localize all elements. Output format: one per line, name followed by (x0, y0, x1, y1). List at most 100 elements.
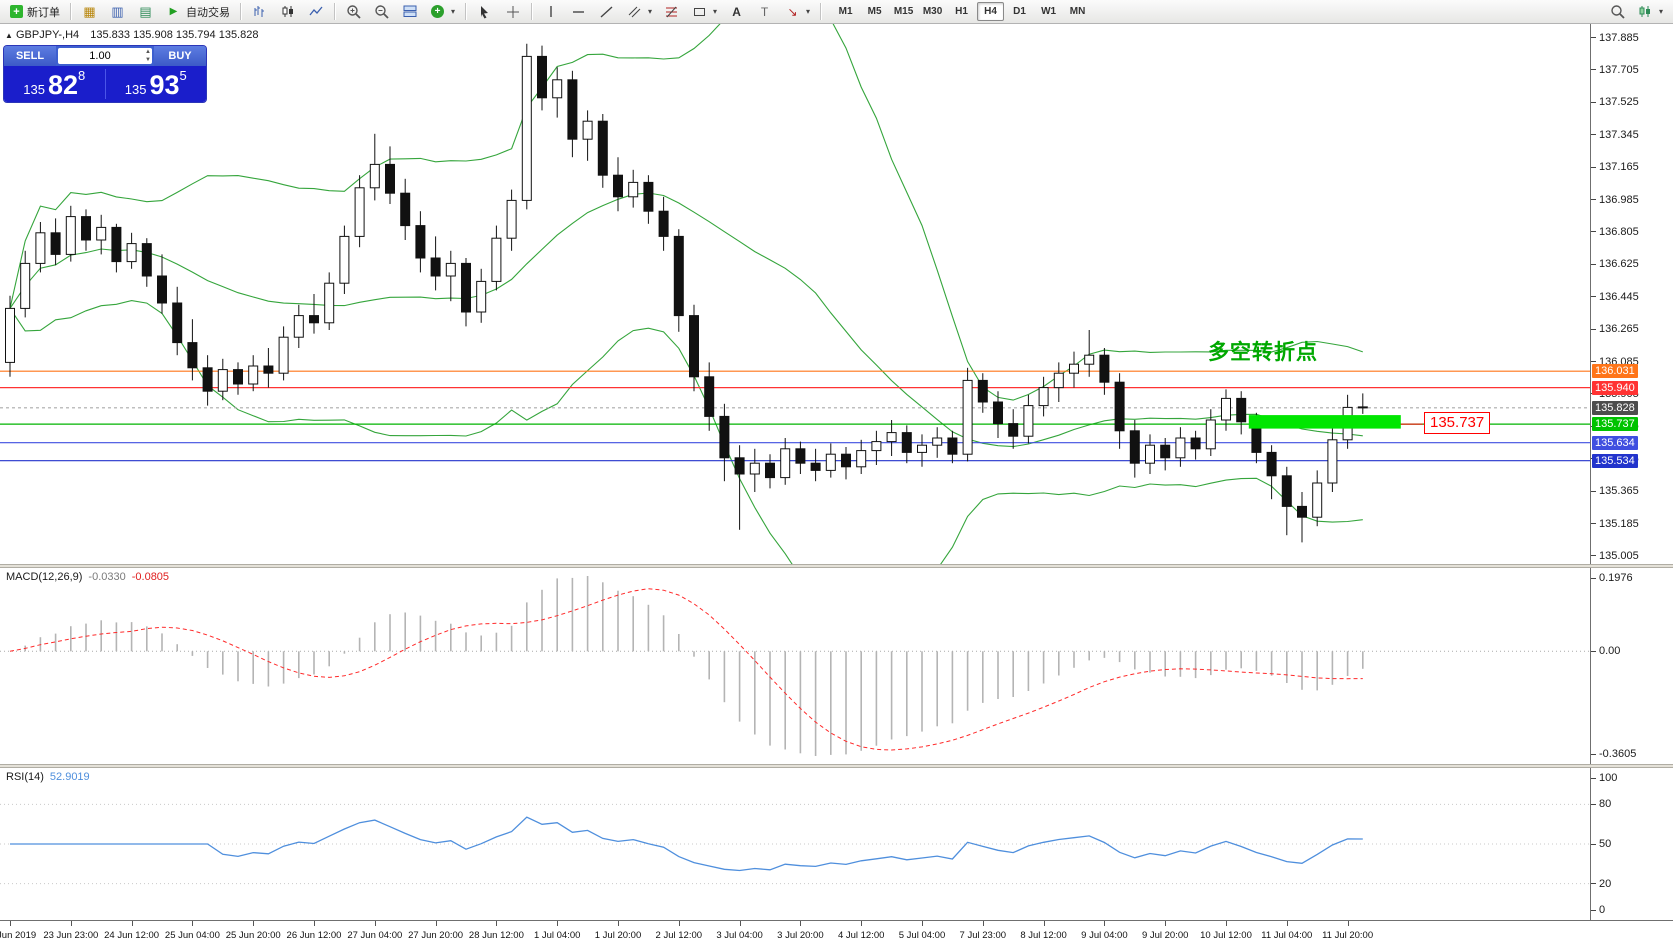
buy-price[interactable]: 135 93 5 (106, 66, 207, 102)
sell-price[interactable]: 135 82 8 (4, 66, 105, 102)
chart-workspace: ▲ GBPJPY-,H4 135.833 135.908 135.794 135… (0, 24, 1673, 950)
annotation-text[interactable]: 多空转折点 (1208, 341, 1318, 364)
price-axis-tick (1591, 490, 1596, 492)
price-chart-pane[interactable]: ▲ GBPJPY-,H4 135.833 135.908 135.794 135… (0, 24, 1590, 564)
macd-canvas[interactable] (0, 568, 1590, 764)
zoom-in-button[interactable] (340, 2, 367, 22)
symbol-name: GBPJPY-,H4 (16, 29, 80, 41)
macd-header: MACD(12,26,9) -0.0330 -0.0805 (6, 571, 169, 583)
arrow-objects-icon: ↘ (787, 4, 798, 19)
current-price-tag: 135.828 (1592, 400, 1638, 415)
text-button[interactable]: A (723, 2, 750, 22)
time-axis-tick (618, 921, 619, 926)
text-label-button[interactable]: T (751, 2, 778, 22)
search-icon (1609, 3, 1626, 20)
timeframe-button-h4[interactable]: H4 (977, 2, 1005, 21)
sell-button[interactable]: SELL (4, 46, 56, 66)
time-axis-tick (70, 921, 72, 926)
panel-splitter[interactable] (0, 564, 1673, 568)
price-axis-tick (1591, 166, 1596, 168)
line-chart-icon (307, 3, 324, 20)
time-axis-label: 8 Jul 12:00 (1020, 930, 1067, 941)
auto-trading-button[interactable]: ▶ 自动交易 (160, 2, 235, 22)
indicators-button[interactable]: + ▾ (424, 2, 460, 22)
volume-up-button[interactable]: ▲ (145, 49, 151, 55)
time-axis-label: 10 Jul 12:00 (1200, 930, 1252, 941)
time-axis-label: 11 Jul 20:00 (1322, 930, 1374, 941)
rsi-axis[interactable]: 100 80 50 20 0 (1590, 768, 1673, 920)
price-axis-tick (1591, 231, 1596, 233)
crosshair-button[interactable] (499, 2, 526, 22)
chart-settings-button[interactable]: ▾ (1632, 2, 1668, 22)
time-axis-tick (192, 921, 194, 926)
chevron-down-icon: ▾ (806, 7, 811, 16)
arrow-objects-button[interactable]: ↘ ▾ (779, 2, 815, 22)
channel-button[interactable]: ▾ (621, 2, 657, 22)
price-callout-label[interactable]: 135.737 (1424, 412, 1491, 434)
rsi-axis-tick (1591, 883, 1596, 885)
timeframe-button-m5[interactable]: M5 (867, 6, 882, 17)
rsi-value: 52.9019 (49, 771, 90, 783)
timeframe-button-m1[interactable]: M1 (838, 6, 853, 17)
price-line-tag: 135.534 (1592, 453, 1638, 468)
horizontal-line-button[interactable] (565, 2, 592, 22)
highlight-rectangle[interactable] (1248, 415, 1401, 429)
time-axis-tick (131, 921, 133, 926)
timeframe-button-m30[interactable]: M30 (922, 6, 943, 17)
time-axis-tick (678, 921, 680, 926)
time-axis-label: 11 Jul 04:00 (1261, 930, 1313, 941)
candlestick-chart-icon (279, 3, 296, 20)
buy-price-pips: 93 (149, 70, 180, 100)
buy-button[interactable]: BUY (154, 46, 206, 66)
tile-windows-button[interactable] (396, 2, 423, 22)
time-axis-tick (557, 921, 559, 926)
rsi-pane[interactable]: RSI(14) 52.9019 (0, 768, 1590, 920)
bar-chart-button[interactable] (246, 2, 273, 22)
volume-input[interactable] (58, 50, 152, 62)
cursor-button[interactable] (471, 2, 498, 22)
candlestick-chart-button[interactable] (274, 2, 301, 22)
time-axis-label: 27 Jun 04:00 (347, 930, 403, 941)
time-axis-label: 24 Jun 12:00 (104, 930, 160, 941)
macd-axis[interactable]: 0.1976 0.00 -0.3605 (1590, 568, 1673, 764)
time-axis-label: 25 Jun 20:00 (225, 930, 281, 941)
price-axis-label: 135.185 (1599, 517, 1639, 530)
price-axis-tick (1591, 134, 1596, 136)
price-axis-tick (1591, 296, 1596, 298)
rsi-canvas[interactable] (0, 768, 1590, 920)
price-axis-tick (1591, 69, 1596, 71)
new-order-button[interactable]: + 新订单 (5, 2, 65, 22)
timeframe-button-h1[interactable]: H1 (955, 6, 968, 17)
buy-price-pipette: 5 (179, 68, 187, 83)
timeframe-button-mn[interactable]: MN (1069, 6, 1086, 17)
one-click-panel-toggle[interactable]: ▲ (5, 31, 13, 40)
zoom-out-button[interactable] (368, 2, 395, 22)
terminal-button[interactable]: ▤ (132, 2, 159, 22)
shapes-button[interactable]: ▾ (686, 2, 722, 22)
time-axis[interactable]: 21 Jun 2019 23 Jun 23:00 24 Jun 12:00 25 Ju… (0, 920, 1673, 950)
line-chart-button[interactable] (302, 2, 329, 22)
panel-splitter[interactable] (0, 764, 1673, 768)
price-chart-canvas[interactable] (0, 24, 1590, 564)
time-axis-tick (861, 921, 863, 926)
market-watch-button[interactable]: ▦ (76, 2, 103, 22)
price-axis[interactable]: 137.885 137.705 137.525 137.345 137.165 136.9… (1590, 24, 1673, 564)
trendline-button[interactable] (593, 2, 620, 22)
timeframe-button-w1[interactable]: W1 (1041, 6, 1057, 17)
vertical-line-button[interactable] (537, 2, 564, 22)
crosshair-icon (504, 3, 521, 20)
search-button[interactable] (1604, 2, 1631, 22)
data-window-button[interactable]: ▥ (104, 2, 131, 22)
time-axis-tick (496, 921, 498, 926)
macd-pane[interactable]: MACD(12,26,9) -0.0330 -0.0805 (0, 568, 1590, 764)
volume-down-button[interactable]: ▼ (145, 57, 151, 63)
toolbar-separator (820, 3, 822, 20)
price-axis-tick (1591, 328, 1596, 330)
timeframe-button-m15[interactable]: M15 (893, 6, 914, 17)
time-axis-label: 3 Jul 04:00 (716, 930, 763, 941)
macd-axis-label: 0.00 (1599, 645, 1621, 658)
timeframe-button-d1[interactable]: D1 (1013, 6, 1026, 17)
price-axis-label: 137.705 (1599, 63, 1639, 76)
fibonacci-button[interactable] (658, 2, 685, 22)
time-axis-label: 21 Jun 2019 (0, 930, 37, 941)
